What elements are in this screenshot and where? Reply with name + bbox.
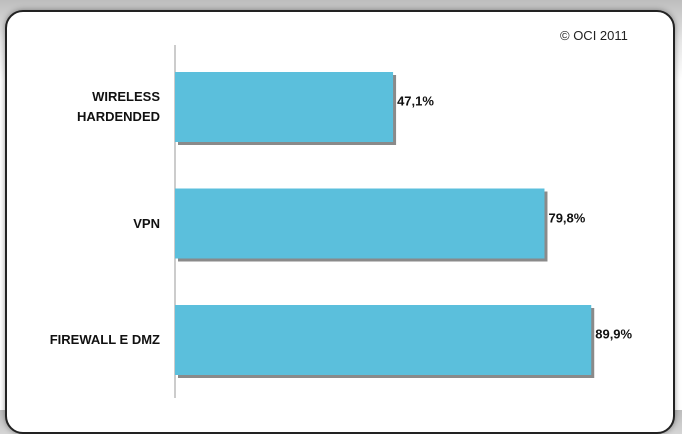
bar <box>175 305 592 375</box>
copyright: © OCI 2011 <box>560 28 628 43</box>
bar <box>175 72 394 142</box>
page: © OCI 2011 47,1% WIRELESS HARDENDED 79,8% V… <box>5 10 675 434</box>
value-label: 89,9% <box>595 326 633 342</box>
category-label: VPN <box>133 215 160 231</box>
category-label: FIREWALL E DMZ <box>49 332 160 347</box>
bar <box>175 188 545 259</box>
value-label: 79,8% <box>548 210 586 225</box>
category-label: WIRELESS HARDENDED <box>76 89 160 124</box>
chart <box>174 45 595 398</box>
value-label: 47,1% <box>397 93 434 109</box>
